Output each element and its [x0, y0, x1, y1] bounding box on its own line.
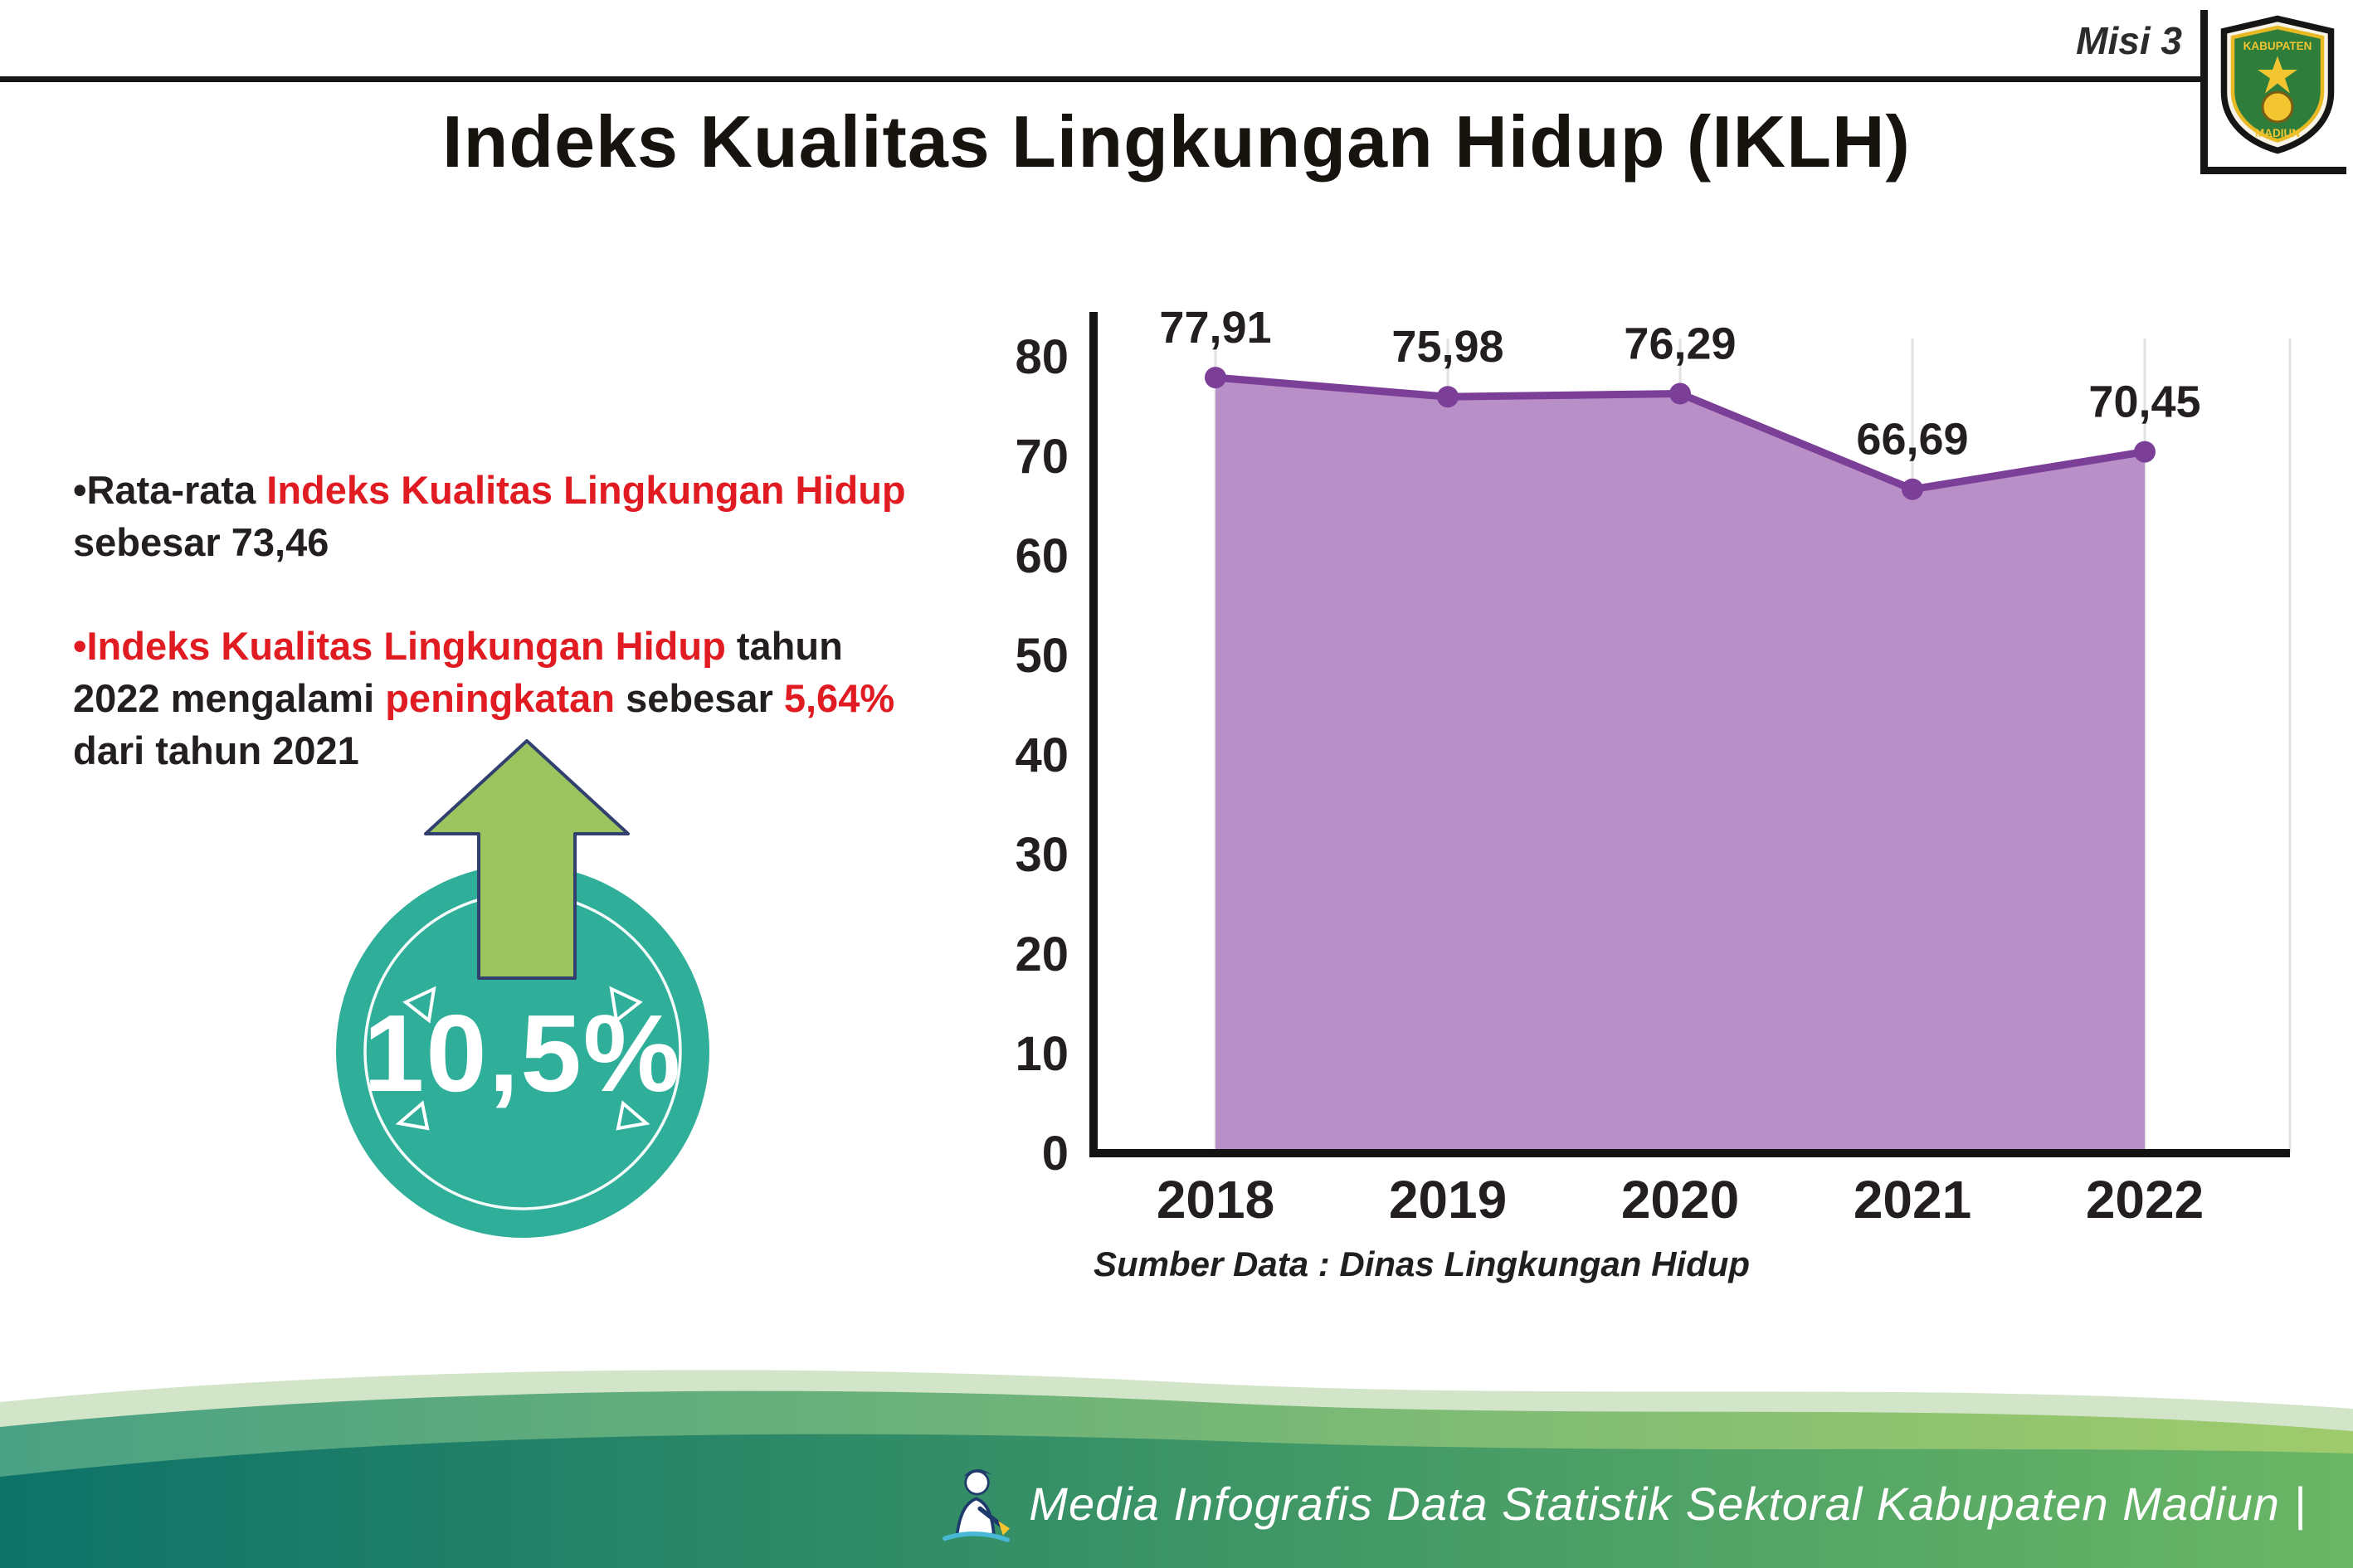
bullet-average-iklh: •Rata-rata Indeks Kualitas Lingkungan Hi…: [73, 465, 911, 569]
svg-text:70: 70: [1015, 430, 1069, 484]
svg-text:2021: 2021: [1854, 1170, 1971, 1226]
notes-panel: •Rata-rata Indeks Kualitas Lingkungan Hi…: [73, 465, 911, 829]
text-segment-highlight: 5,64%: [783, 675, 895, 720]
footer-caption: Media Infografis Data Statistik Sektoral…: [1029, 1477, 2307, 1530]
chart-axes: [1089, 312, 2290, 1157]
up-arrow-icon: [424, 739, 630, 980]
svg-text:10: 10: [1015, 1027, 1069, 1081]
header-rule: [0, 76, 2200, 82]
svg-text:77,91: 77,91: [1159, 305, 1271, 353]
svg-text:KABUPATEN: KABUPATEN: [2243, 40, 2312, 52]
svg-text:0: 0: [1042, 1127, 1069, 1181]
bullet-dot: •: [73, 468, 87, 512]
kabupaten-madiun-emblem-icon: KABUPATEN MADIUN: [2220, 15, 2334, 154]
footer: Media Infografis Data Statistik Sektoral…: [0, 1344, 2353, 1568]
increase-badge: 10,5%: [336, 739, 709, 1238]
chart-area: [1215, 377, 2145, 1153]
page-title: Indeks Kualitas Lingkungan Hidup (IKLH): [442, 100, 1911, 183]
svg-text:76,29: 76,29: [1624, 319, 1736, 369]
iklh-chart: 77,91 75,98 76,29 66,69 70,45 0 10 20 30 40 50 60 70…: [996, 305, 2323, 1351]
svg-text:2022: 2022: [2086, 1170, 2204, 1226]
svg-text:MADIUN: MADIUN: [2255, 127, 2300, 139]
svg-text:20: 20: [1015, 928, 1069, 981]
text-segment-highlight: Indeks Kualitas Lingkungan Hidup: [86, 623, 726, 668]
kabupaten-madiun-logo: KABUPATEN MADIUN: [2200, 10, 2346, 174]
footer-bar: Media Infografis Data Statistik Sektoral…: [934, 1460, 2307, 1546]
up-arrow-shape: [424, 739, 630, 980]
svg-text:66,69: 66,69: [1856, 415, 1968, 465]
svg-text:75,98: 75,98: [1391, 322, 1503, 372]
chart-value-labels: 77,91 75,98 76,29 66,69 70,45: [1159, 305, 2200, 465]
text-segment: tahun 2022 mengalami: [73, 623, 843, 720]
svg-text:80: 80: [1015, 330, 1069, 384]
svg-text:50: 50: [1015, 629, 1069, 683]
svg-text:2020: 2020: [1621, 1170, 1739, 1226]
svg-text:70,45: 70,45: [2088, 377, 2200, 427]
svg-text:2019: 2019: [1389, 1170, 1507, 1226]
chart-points: [1205, 367, 2156, 500]
svg-text:40: 40: [1015, 728, 1069, 782]
iklh-chart-svg: 77,91 75,98 76,29 66,69 70,45 0 10 20 30 40 50 60 70…: [1015, 305, 2292, 1226]
bullet-dot: •: [73, 623, 87, 668]
svg-text:60: 60: [1015, 529, 1069, 583]
svg-text:30: 30: [1015, 828, 1069, 882]
chart-x-axis-labels: 2018 2019 2020 2021 2022: [1157, 1170, 2204, 1226]
chart-y-axis-labels: 0 10 20 30 40 50 60 70 80: [1015, 330, 1069, 1181]
text-segment: dari tahun 2021: [73, 728, 359, 772]
footer-waves-decoration: [0, 1370, 2353, 1568]
text-segment-highlight: peningkatan: [385, 675, 616, 720]
increase-percentage: 10,5%: [363, 992, 683, 1114]
statistics-mascot-icon: [943, 1469, 1011, 1542]
chart-source: Sumber Data : Dinas Lingkungan Hidup: [1094, 1244, 1751, 1283]
text-segment: sebesar: [615, 675, 784, 720]
text-segment: sebesar 73,46: [73, 519, 329, 564]
text-segment-highlight: Indeks Kualitas Lingkungan Hidup: [266, 468, 906, 512]
misi-label: Misi 3: [2076, 19, 2182, 62]
bullet-increase-2022: •Indeks Kualitas Lingkungan Hidup tahun …: [73, 621, 911, 777]
svg-text:2018: 2018: [1157, 1170, 1274, 1226]
text-segment: Rata-rata: [86, 468, 267, 512]
